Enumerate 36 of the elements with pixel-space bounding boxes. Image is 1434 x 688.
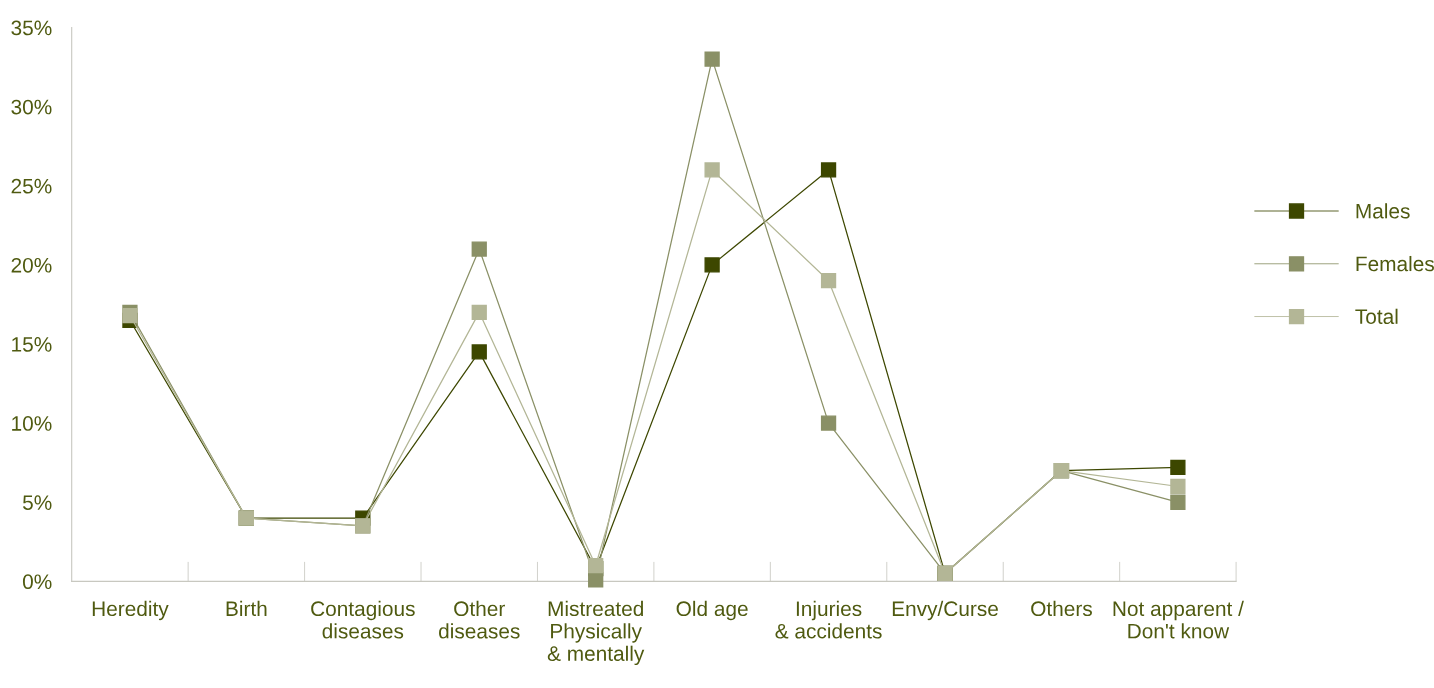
y-tick-label: 10% bbox=[12, 416, 52, 431]
point bbox=[471, 241, 487, 257]
y-tick-label: 0% bbox=[22, 574, 52, 590]
x-tick-label: Others bbox=[1031, 600, 1092, 617]
x-tick-label: Not apparent / Don't know bbox=[1113, 600, 1244, 639]
point bbox=[1170, 494, 1186, 510]
y-tick-label: 5% bbox=[22, 495, 52, 510]
x-tick-label: Mistreated Physically & mentally bbox=[547, 600, 645, 666]
point bbox=[1170, 459, 1186, 476]
x-tick-label: Contagious diseases bbox=[311, 600, 415, 639]
point bbox=[820, 415, 837, 431]
y-tick-label: 35% bbox=[11, 20, 52, 36]
x-tick-label: Heredity bbox=[92, 600, 169, 621]
x-tick-label: Injuries & accidents bbox=[775, 600, 882, 639]
x-tick-label: Birth bbox=[226, 600, 267, 617]
point bbox=[704, 51, 720, 67]
legend-label: Males bbox=[1356, 203, 1410, 219]
y-tick-label: 25% bbox=[11, 178, 52, 194]
legend-label: Females bbox=[1356, 255, 1434, 272]
point bbox=[471, 304, 487, 320]
point bbox=[1170, 478, 1186, 495]
point bbox=[122, 307, 138, 324]
point bbox=[820, 162, 837, 178]
x-tick-label: Other diseases bbox=[439, 600, 520, 639]
y-tick-label: 20% bbox=[11, 257, 52, 273]
legend-label: Total bbox=[1355, 308, 1398, 325]
point bbox=[704, 257, 720, 273]
point bbox=[588, 572, 604, 588]
y-tick-label: 15% bbox=[12, 337, 52, 352]
x-tick-label: Old age bbox=[676, 600, 748, 621]
point bbox=[588, 557, 604, 574]
point bbox=[704, 162, 720, 178]
x-tick-label: Envy/Curse bbox=[892, 600, 998, 621]
point bbox=[820, 273, 837, 289]
point bbox=[471, 344, 487, 360]
y-tick-label: 30% bbox=[11, 99, 52, 115]
